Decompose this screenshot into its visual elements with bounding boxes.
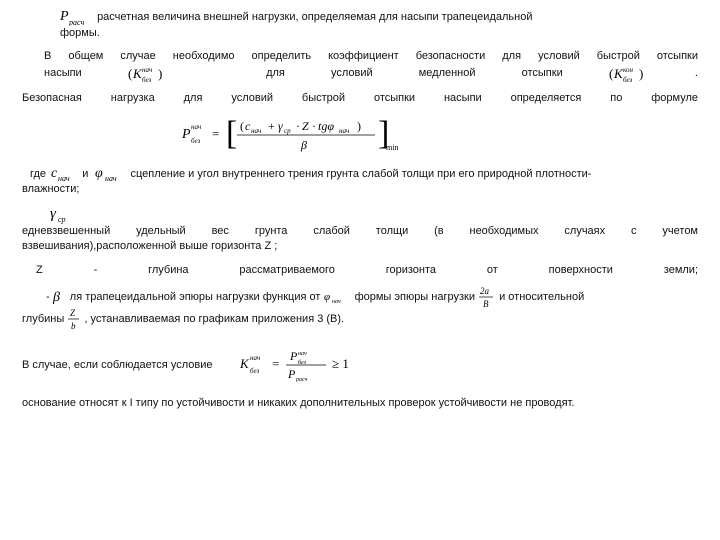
svg-text:нач: нач xyxy=(142,66,153,74)
svg-text:K: K xyxy=(240,356,250,371)
svg-text:=: = xyxy=(212,126,219,141)
svg-text:γ: γ xyxy=(278,119,283,133)
symbol-k-bez-nach-paren: ( K нач без ) xyxy=(128,65,168,83)
para-beta: - β ля трапецеидальной эпюры нагрузки фу… xyxy=(22,286,698,330)
text: и относительной xyxy=(499,291,584,303)
text: сцепление и угол внутреннего трения грун… xyxy=(130,168,591,180)
svg-text:нач: нач xyxy=(298,351,307,357)
svg-text:P: P xyxy=(182,127,191,142)
svg-text:P: P xyxy=(289,349,298,363)
svg-text:γ: γ xyxy=(50,206,57,222)
text: едневзвешенный удельный вес грунта слабо… xyxy=(22,224,698,239)
text: В случае, если соблюдается условие xyxy=(22,359,212,371)
svg-text:β: β xyxy=(53,290,60,305)
para-z: Z - глубина рассматриваемого горизонта о… xyxy=(22,263,698,278)
svg-text:): ) xyxy=(158,66,162,81)
symbol-2a-over-B: 2a B xyxy=(478,291,499,303)
svg-text:нач: нач xyxy=(339,127,350,135)
text: влажности; xyxy=(22,183,79,195)
svg-text:(: ( xyxy=(128,66,132,81)
symbol-phi-nach: φ нач xyxy=(91,168,130,180)
svg-text:·: · xyxy=(312,119,316,133)
text: - xyxy=(22,291,50,303)
text: Безопасная нагрузка для условий быстрой … xyxy=(22,92,698,104)
w: отсыпки xyxy=(522,66,563,81)
svg-text:): ) xyxy=(357,119,361,133)
svg-text:≥ 1: ≥ 1 xyxy=(332,356,349,371)
svg-text:φ: φ xyxy=(324,291,330,303)
svg-text:ср: ср xyxy=(58,215,66,224)
svg-text:B: B xyxy=(483,299,489,308)
text: глубины xyxy=(22,313,64,325)
text: и xyxy=(82,168,88,180)
para-gamma: γ ср едневзвешенный удельный вес грунта … xyxy=(22,206,698,255)
svg-text:нач: нач xyxy=(105,174,117,182)
w: для xyxy=(266,66,285,81)
svg-text:P: P xyxy=(60,9,69,24)
symbol-c-nach: c нач xyxy=(46,168,82,180)
text: Z - глубина рассматриваемого горизонта о… xyxy=(36,264,698,276)
text: формы. xyxy=(60,27,100,39)
svg-text:φ: φ xyxy=(95,166,103,181)
svg-text:нач: нач xyxy=(191,123,202,131)
svg-text:c: c xyxy=(51,166,58,181)
svg-text:без: без xyxy=(250,367,260,375)
svg-text:2a: 2a xyxy=(480,286,490,296)
svg-text:нач: нач xyxy=(250,354,261,362)
text: основание относят к I типу по устойчивос… xyxy=(22,397,574,409)
para-where: где c нач и φ нач сцепление и угол внутр… xyxy=(22,166,698,198)
svg-text:расч: расч xyxy=(68,18,84,26)
svg-text:нач: нач xyxy=(251,127,262,135)
text: ля трапецеидальной эпюры нагрузки функци… xyxy=(70,291,321,303)
svg-text:+: + xyxy=(268,119,275,133)
text: где xyxy=(22,168,46,180)
text: расчетная величина внешней нагрузки, опр… xyxy=(97,11,532,23)
para-general: В общем случае необходимо определить коэ… xyxy=(22,49,698,82)
svg-text:=: = xyxy=(272,356,279,371)
svg-text:без: без xyxy=(191,137,201,145)
symbol-k-bez-kon-paren: ( K кон без ) xyxy=(609,65,649,83)
w: насыпи xyxy=(44,66,82,81)
svg-text:b: b xyxy=(71,321,76,330)
svg-text:): ) xyxy=(639,66,643,81)
svg-text:min: min xyxy=(386,143,398,152)
line: В общем случае необходимо определить коэ… xyxy=(44,49,698,64)
svg-text:ср: ср xyxy=(284,127,291,135)
svg-text:(: ( xyxy=(609,66,613,81)
text: , устанавливаемая по графикам приложения… xyxy=(84,313,344,325)
w: условий xyxy=(331,66,373,81)
w: медленной xyxy=(419,66,476,81)
svg-text:P: P xyxy=(287,367,296,381)
svg-text:нач: нач xyxy=(58,174,70,182)
document-page: P расч расчетная величина внешней нагруз… xyxy=(0,0,720,427)
para-final: основание относят к I типу по устойчивос… xyxy=(22,396,698,411)
svg-text:без: без xyxy=(142,76,152,83)
formula-main: P нач без = [ ] ( c нач + γ ср · Z · tgφ… xyxy=(22,114,698,156)
w: . xyxy=(695,66,698,81)
symbol-gamma-cp: γ ср xyxy=(22,209,76,221)
text: формы эпюры нагрузки xyxy=(355,291,475,303)
svg-text:расч: расч xyxy=(295,377,308,382)
formula-condition: K нач без = P нач без P расч ≥ 1 xyxy=(216,359,380,371)
svg-text:tgφ: tgφ xyxy=(318,119,334,133)
para-condition: В случае, если соблюдается условие K нач… xyxy=(22,348,698,382)
symbol-p-rasch: P расч xyxy=(60,11,97,23)
svg-text:Z: Z xyxy=(70,308,76,318)
symbol-beta: β xyxy=(53,291,70,303)
svg-text:нач: нач xyxy=(332,299,341,304)
para-safe-load: Безопасная нагрузка для условий быстрой … xyxy=(22,91,698,106)
svg-text:·: · xyxy=(296,119,300,133)
para-prasch: P расч расчетная величина внешней нагруз… xyxy=(22,8,698,41)
svg-text:без: без xyxy=(623,76,633,83)
svg-text:кон: кон xyxy=(623,66,634,74)
svg-text:[: [ xyxy=(226,115,237,152)
svg-text:β: β xyxy=(300,138,307,152)
svg-text:(: ( xyxy=(240,119,244,133)
symbol-Z-over-b: Z b xyxy=(67,313,84,325)
text: взвешивания),расположенной выше горизонт… xyxy=(22,239,698,254)
svg-text:Z: Z xyxy=(302,119,309,133)
symbol-phi-nach-small: φ нач xyxy=(324,291,355,303)
